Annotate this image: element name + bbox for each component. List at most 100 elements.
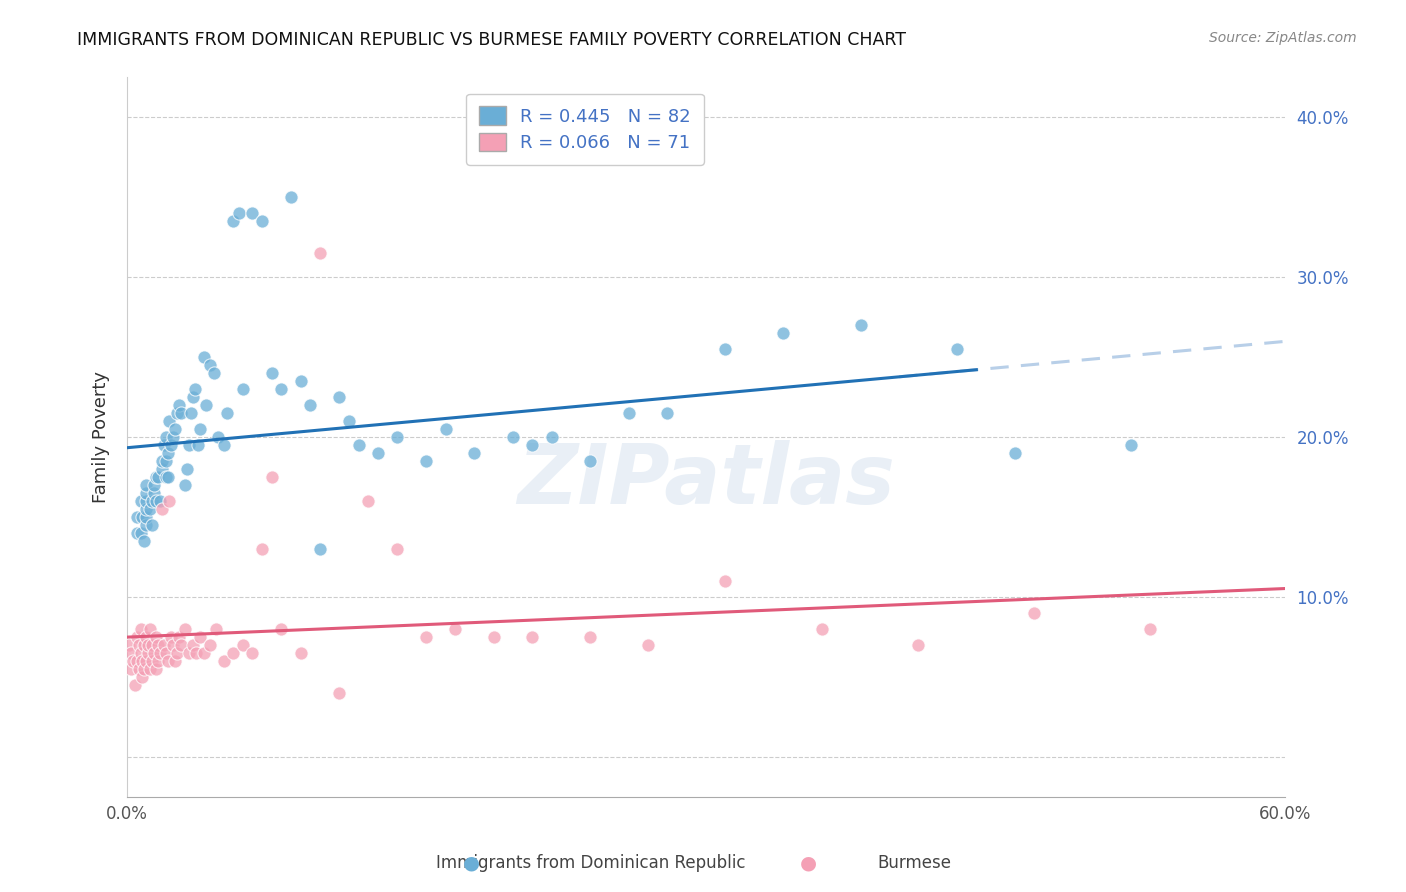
Point: [134, 534, 156, 549]
Point: [946, 343, 969, 357]
Point: [212, 438, 235, 452]
Point: [309, 542, 332, 557]
Point: [139, 502, 162, 516]
Text: Source: ZipAtlas.com: Source: ZipAtlas.com: [1209, 31, 1357, 45]
Point: [176, 462, 198, 476]
Point: [155, 454, 177, 468]
Point: [167, 398, 190, 412]
Point: [415, 454, 437, 468]
Point: [129, 646, 152, 660]
Point: [135, 478, 157, 492]
Point: [129, 622, 152, 636]
Point: [347, 438, 370, 452]
Point: [146, 654, 169, 668]
Point: [135, 654, 157, 668]
Point: [125, 654, 148, 668]
Point: [1024, 606, 1046, 620]
Point: [299, 398, 322, 412]
Point: [270, 622, 292, 636]
Point: [134, 638, 156, 652]
Point: [270, 382, 292, 396]
Point: [136, 638, 159, 652]
Point: [849, 318, 872, 333]
Point: [146, 638, 169, 652]
Point: [637, 638, 659, 652]
Point: [145, 470, 167, 484]
Point: [772, 326, 794, 341]
Point: [242, 206, 264, 220]
Point: [482, 630, 505, 644]
Point: [139, 622, 162, 636]
Point: [149, 646, 172, 660]
Point: [202, 367, 225, 381]
Point: [166, 406, 188, 420]
Point: [502, 430, 524, 444]
Point: [367, 446, 389, 460]
Point: [120, 662, 142, 676]
Point: [232, 638, 254, 652]
Point: [328, 390, 350, 404]
Point: [579, 454, 602, 468]
Point: [207, 430, 229, 444]
Point: [135, 502, 157, 516]
Point: [135, 486, 157, 500]
Text: ●: ●: [800, 854, 817, 873]
Point: [162, 430, 184, 444]
Point: [290, 374, 312, 388]
Point: [522, 630, 544, 644]
Point: [174, 622, 197, 636]
Point: [135, 494, 157, 508]
Point: [143, 478, 166, 492]
Point: [193, 646, 215, 660]
Point: [415, 630, 437, 644]
Point: [260, 367, 283, 381]
Point: [159, 414, 181, 428]
Point: [204, 622, 226, 636]
Point: [434, 422, 457, 436]
Point: [174, 478, 197, 492]
Point: [1119, 438, 1142, 452]
Point: [143, 646, 166, 660]
Point: [125, 510, 148, 524]
Point: [155, 470, 177, 484]
Point: [118, 638, 141, 652]
Point: [907, 638, 929, 652]
Text: Burmese: Burmese: [877, 855, 950, 872]
Point: [337, 414, 360, 428]
Point: [222, 646, 245, 660]
Point: [149, 494, 172, 508]
Point: [188, 422, 211, 436]
Point: [131, 670, 153, 684]
Point: [136, 646, 159, 660]
Point: [120, 646, 142, 660]
Point: [139, 662, 162, 676]
Point: [152, 638, 174, 652]
Point: [177, 438, 200, 452]
Point: [579, 630, 602, 644]
Point: [170, 638, 193, 652]
Point: [141, 654, 163, 668]
Y-axis label: Family Poverty: Family Poverty: [93, 371, 110, 503]
Point: [124, 678, 146, 692]
Point: [232, 382, 254, 396]
Point: [128, 638, 150, 652]
Point: [714, 574, 737, 589]
Point: [181, 638, 204, 652]
Point: [155, 646, 177, 660]
Point: [186, 646, 208, 660]
Point: [212, 654, 235, 668]
Point: [290, 646, 312, 660]
Point: [145, 662, 167, 676]
Point: [444, 622, 467, 636]
Point: [250, 214, 273, 228]
Text: Immigrants from Dominican Republic: Immigrants from Dominican Republic: [436, 855, 745, 872]
Point: [180, 406, 202, 420]
Point: [135, 510, 157, 524]
Point: [188, 630, 211, 644]
Point: [165, 654, 187, 668]
Point: [309, 246, 332, 260]
Point: [131, 510, 153, 524]
Point: [198, 638, 221, 652]
Point: [146, 470, 169, 484]
Point: [617, 406, 640, 420]
